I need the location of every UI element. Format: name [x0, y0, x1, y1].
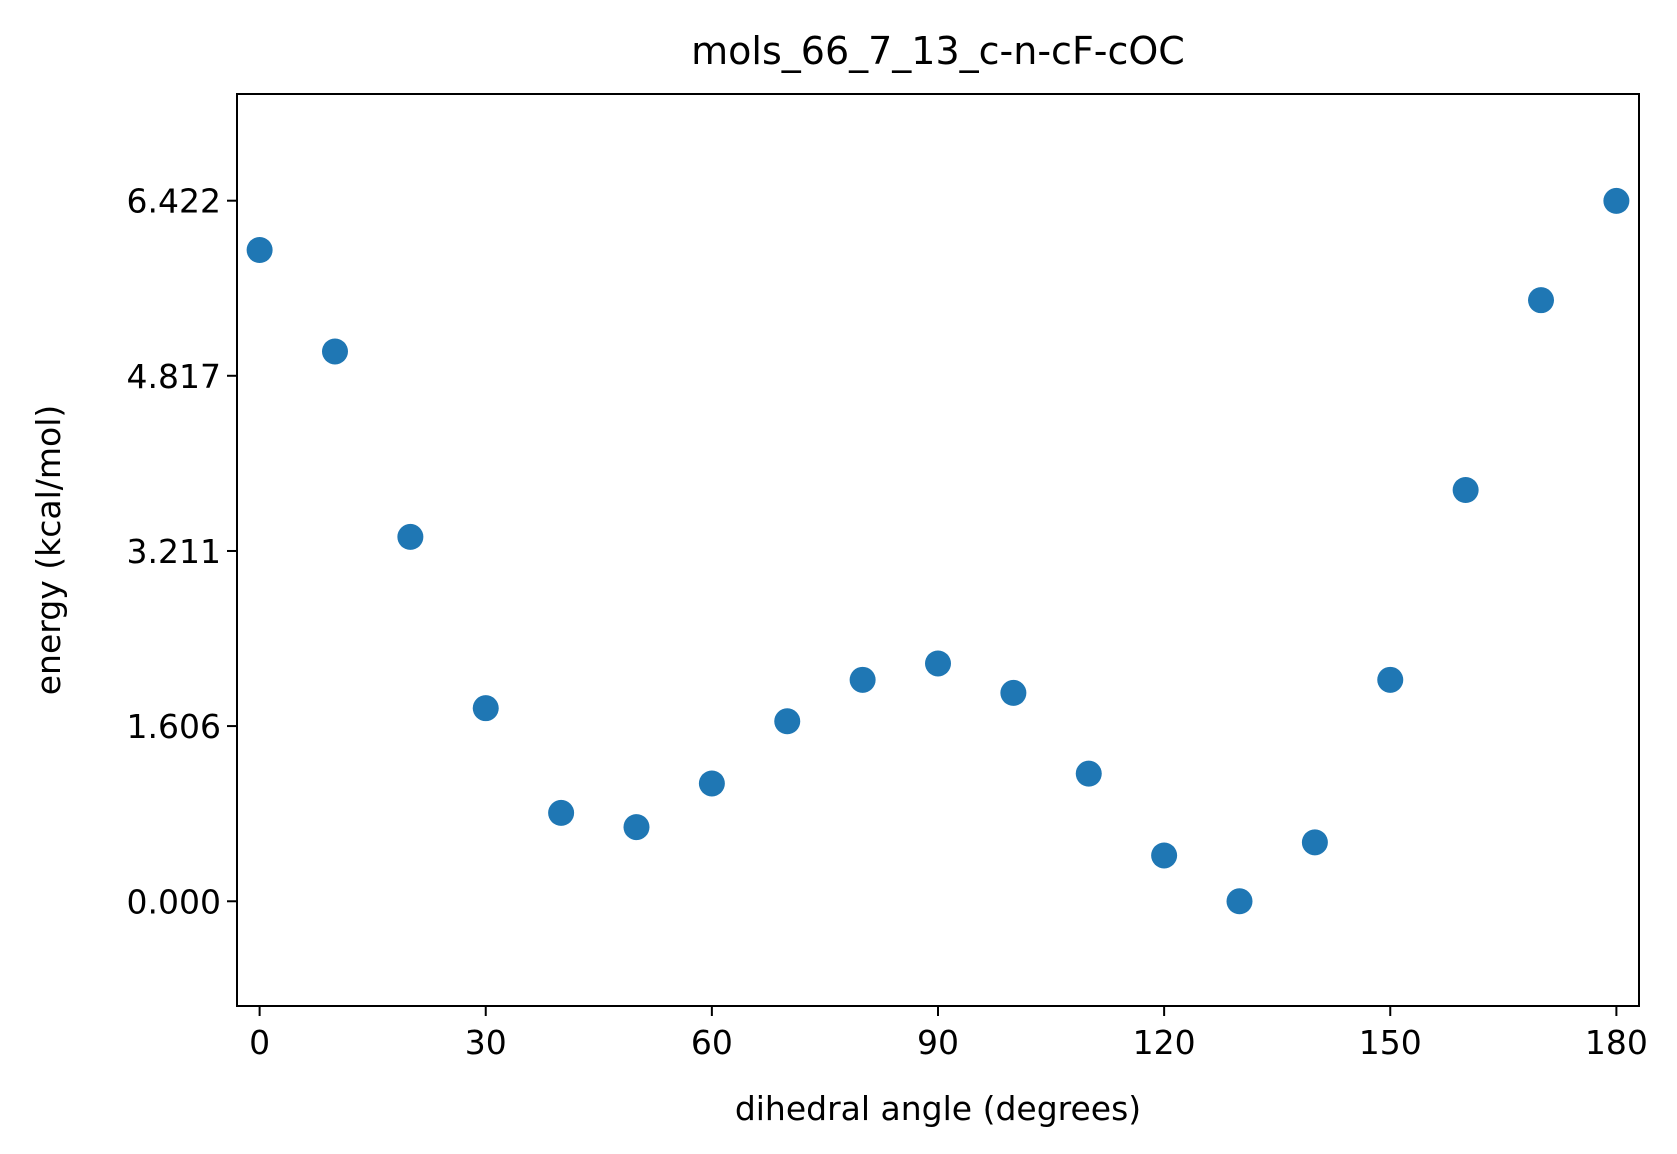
- data-point: [698, 770, 725, 797]
- data-point: [1603, 187, 1630, 214]
- y-tick-label: 6.422: [127, 182, 221, 221]
- x-tick-label: 0: [249, 1023, 270, 1062]
- chart-title: mols_66_7_13_c-n-cF-cOC: [691, 29, 1185, 73]
- x-tick-label: 90: [917, 1023, 959, 1062]
- y-tick-label: 3.211: [127, 532, 221, 571]
- y-tick-label: 4.817: [127, 357, 221, 396]
- data-point: [246, 237, 273, 263]
- x-tick-label: 120: [1133, 1023, 1196, 1062]
- data-point: [1075, 760, 1102, 787]
- data-point: [1000, 679, 1027, 706]
- data-point: [1151, 842, 1178, 869]
- data-points: [246, 187, 1630, 915]
- data-point: [1452, 477, 1479, 503]
- data-point: [1377, 666, 1404, 693]
- plot-frame: [236, 93, 1640, 1007]
- y-axis-label: energy (kcal/mol): [29, 405, 68, 696]
- data-point: [548, 799, 575, 826]
- x-axis-ticks: 0 30 60 90 120 150 180: [249, 1006, 1648, 1062]
- data-point: [397, 523, 424, 550]
- y-tick-label: 1.606: [127, 707, 221, 746]
- x-axis-label: dihedral angle (degrees): [735, 1089, 1141, 1128]
- data-point: [321, 338, 348, 365]
- x-tick-label: 60: [691, 1023, 733, 1062]
- data-point: [1528, 287, 1555, 314]
- data-point: [1301, 829, 1328, 856]
- y-axis-ticks: 0.000 1.606 3.211 4.817 6.422: [127, 182, 237, 921]
- data-point: [472, 695, 499, 722]
- data-point: [849, 666, 876, 693]
- y-tick-label: 0.000: [127, 882, 221, 921]
- data-point: [623, 814, 650, 841]
- x-tick-label: 180: [1585, 1023, 1648, 1062]
- x-tick-label: 30: [465, 1023, 507, 1062]
- x-tick-label: 150: [1359, 1023, 1422, 1062]
- data-point: [1226, 888, 1253, 915]
- data-point: [925, 650, 951, 677]
- data-point: [774, 708, 801, 735]
